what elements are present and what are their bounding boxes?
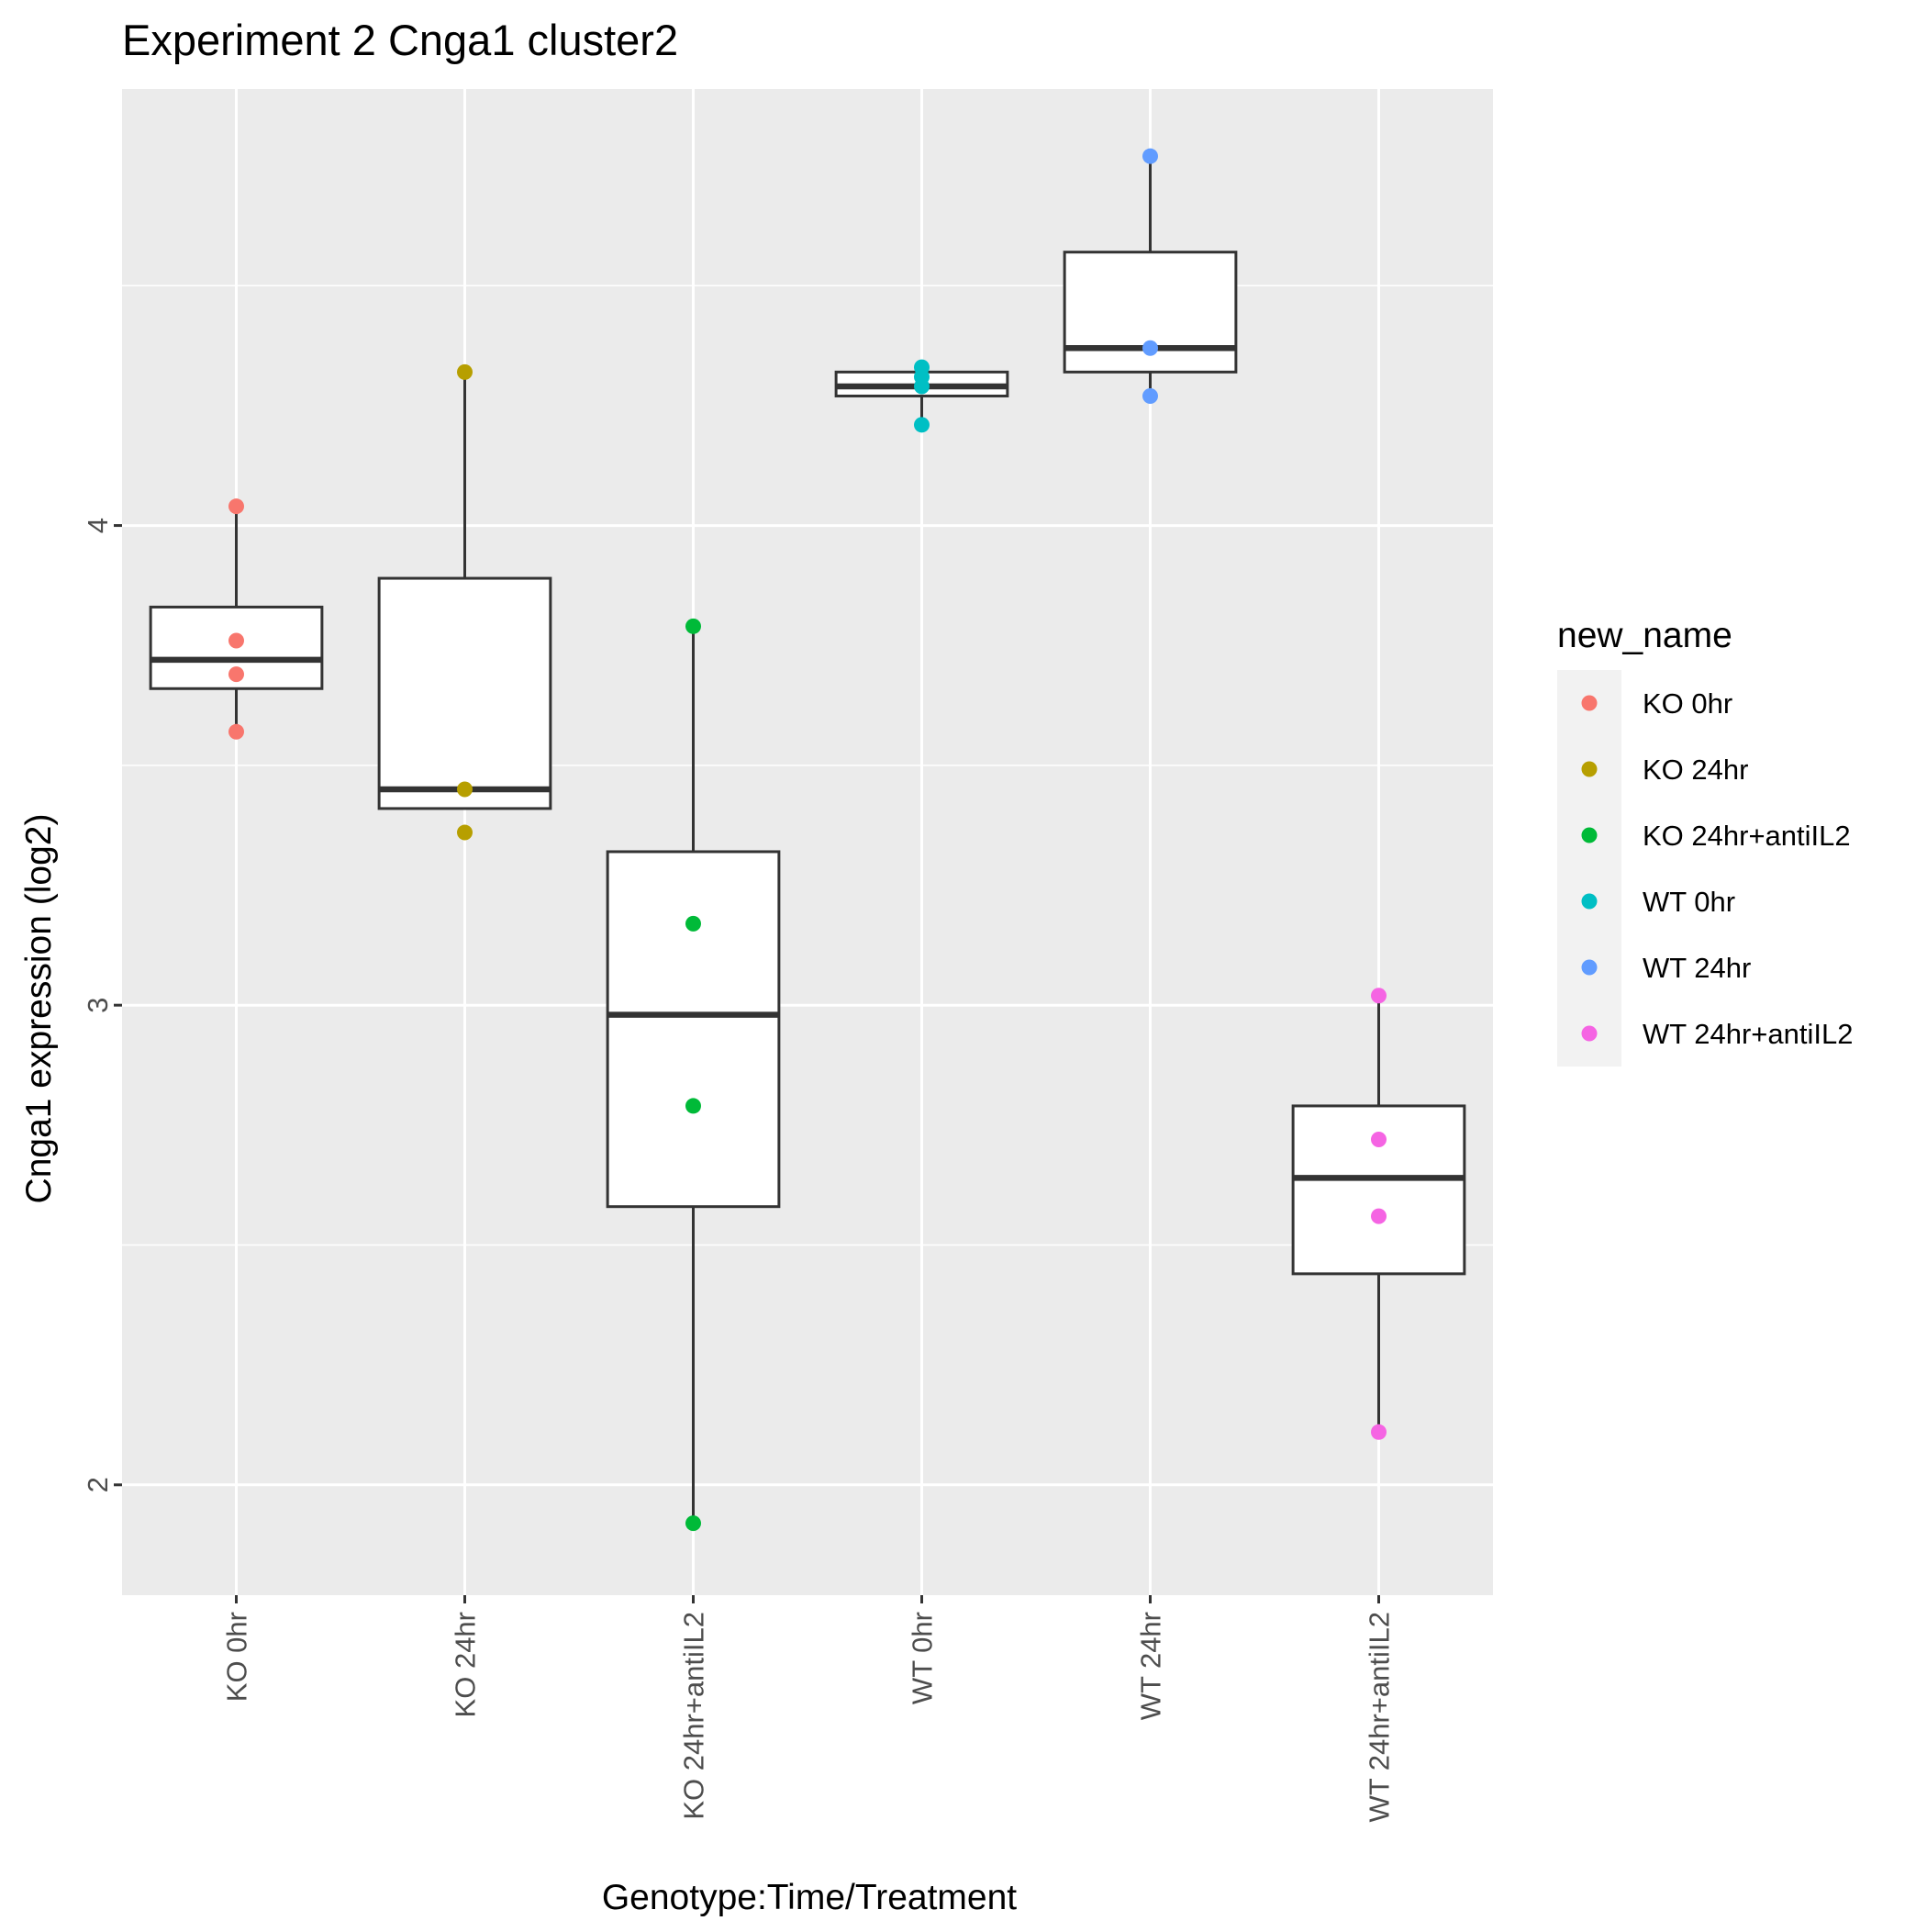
boxplot-2 [377,372,552,810]
y-tick-label: 4 [82,518,114,533]
data-point [914,417,930,433]
legend-key-background [1557,670,1621,1067]
x-tick-label: WT 24hr+antiIL2 [1364,1612,1396,1822]
legend-key [1581,761,1598,777]
plot-panel-group: 2 3 4 KO 0hr KO 24hr KO 24hr+antiIL2 WT 0hr WT … [82,89,1493,1822]
x-axis-label: Genotype:Time/Treatment [602,1878,1017,1917]
legend-label: WT 24hr [1643,952,1751,984]
data-point [1371,1132,1387,1148]
data-point [685,618,701,634]
legend: new_name KO 0hr KO 24hr KO 24hr+antiIL2 WT … [1557,616,1853,1067]
box-iqr [606,850,781,1209]
data-point [685,1515,701,1532]
x-tick-label: KO 24hr+antiIL2 [678,1612,710,1820]
data-point [1142,340,1158,356]
data-point [1142,387,1158,404]
points-1 [228,498,244,740]
legend-label: KO 24hr+antiIL2 [1643,820,1851,852]
x-tick-label: WT 24hr [1135,1612,1167,1720]
chart-title: Experiment 2 Cnga1 cluster2 [122,16,678,64]
legend-key [1581,893,1598,910]
x-tick-label: KO 24hr [450,1612,482,1717]
legend-key [1581,827,1598,843]
data-point [914,378,930,395]
points-5 [1142,148,1158,404]
legend-label: WT 0hr [1643,886,1735,918]
box-iqr [1291,1104,1466,1276]
box-iqr [377,576,552,810]
data-point [1371,988,1387,1004]
y-tick-label: 3 [82,998,114,1013]
plot-panel [122,89,1493,1595]
x-tick-label: KO 0hr [221,1612,253,1702]
legend-label: WT 24hr+antiIL2 [1643,1018,1853,1050]
data-point [228,666,244,683]
data-point [685,915,701,932]
data-point [228,498,244,515]
data-point [1371,1208,1387,1224]
points-6 [1371,988,1387,1440]
boxplot-3 [606,626,781,1524]
y-tick-label: 2 [82,1477,114,1492]
legend-key [1581,1025,1598,1042]
data-point [228,723,244,740]
legend-label: KO 0hr [1643,687,1732,720]
data-point [457,363,473,380]
legend-key [1581,959,1598,976]
legend-key [1581,695,1598,711]
points-3 [685,618,701,1532]
data-point [457,824,473,841]
legend-label: KO 24hr [1643,754,1748,786]
points-4 [914,359,930,433]
data-point [685,1098,701,1114]
x-tick-label: WT 0hr [907,1612,939,1704]
data-point [1142,148,1158,164]
y-axis-label: Cnga1 expression (log2) [19,814,59,1204]
data-point [1371,1424,1387,1440]
legend-title: new_name [1557,616,1732,655]
data-point [228,632,244,649]
data-point [457,781,473,798]
points-2 [457,363,473,841]
